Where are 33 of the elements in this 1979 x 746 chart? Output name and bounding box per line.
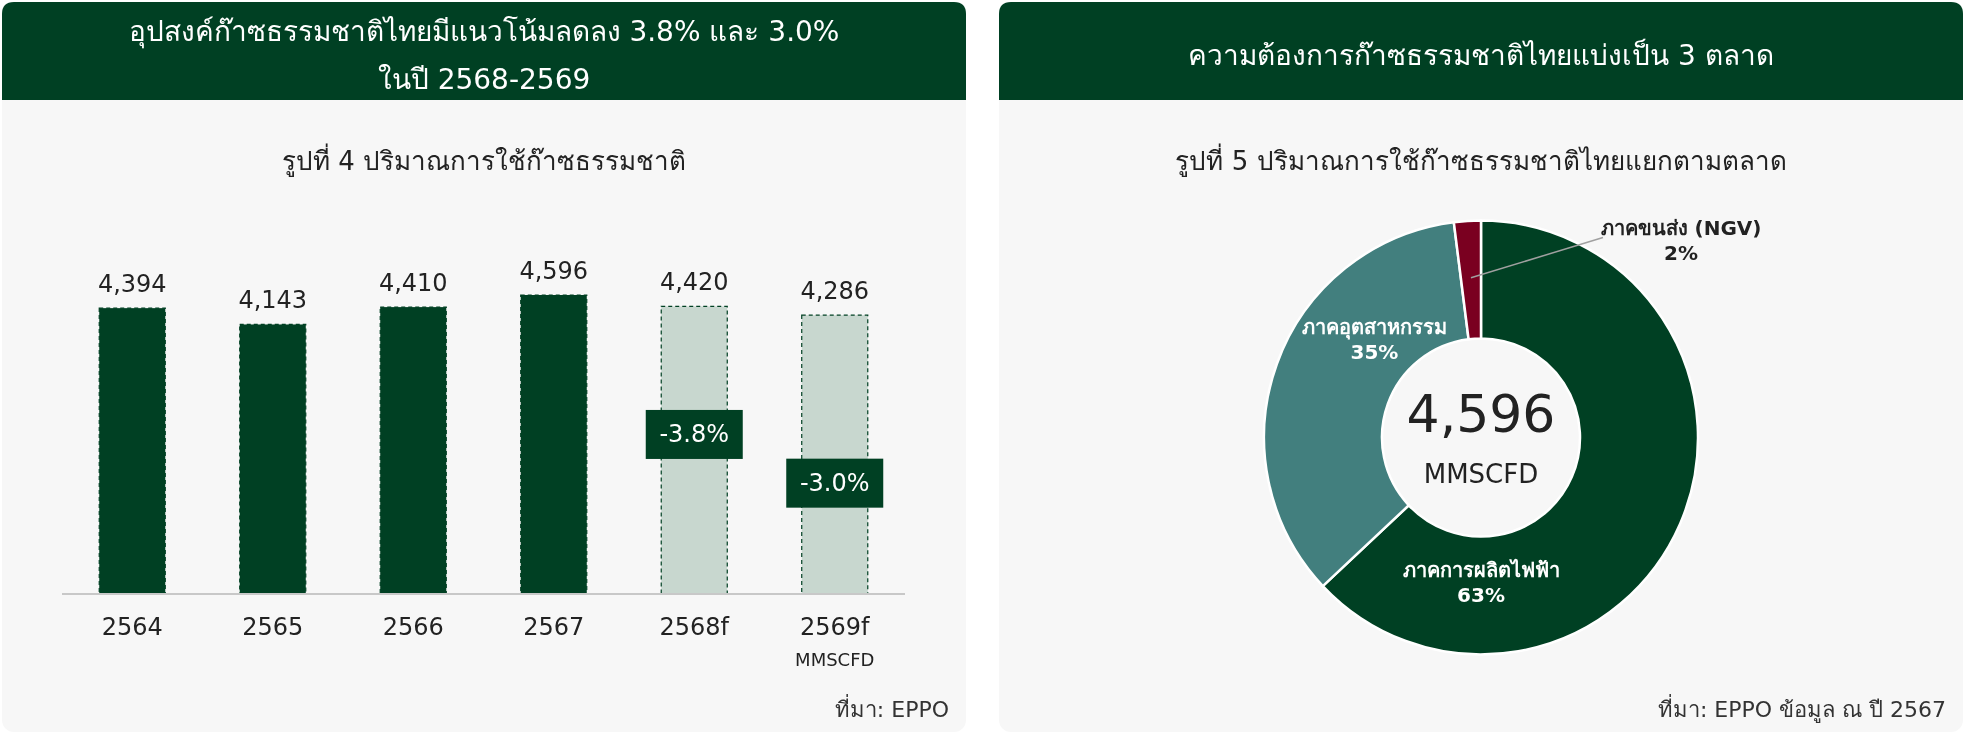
text: ที่มา: EPPO ข้อมูล ณ ปี 2567: [1657, 693, 1946, 723]
bar: [239, 323, 307, 595]
data-label: 63%: [1457, 583, 1505, 607]
x-tick-label: 2568f: [659, 613, 730, 641]
data-label: 4,143: [238, 286, 308, 315]
text: 4,596: [1406, 383, 1556, 444]
slice-label: ภาคขนส่ง (NGV): [1600, 215, 1762, 240]
x-tick-label: 2567: [523, 613, 585, 641]
bar: [98, 307, 166, 595]
x-tick-label: 2564: [101, 613, 163, 641]
chart-subtitle: รูปที่ 4 ปริมาณการใช้ก๊าซธรรมชาติ: [281, 143, 687, 177]
data-label: 4,410: [378, 269, 448, 298]
x-tick-label: 2566: [382, 613, 444, 641]
data-label: 4,286: [800, 277, 870, 306]
text: ที่มา: EPPO: [834, 693, 949, 722]
bar: [520, 294, 588, 595]
slice-label: ภาคอุตสาหกรรม: [1301, 314, 1447, 340]
text: MMSCFD: [795, 648, 875, 670]
data-label: 4,596: [519, 257, 589, 285]
data-label: 4,394: [97, 270, 167, 299]
data-label: 35%: [1350, 339, 1399, 364]
x-tick-label: 2565: [242, 613, 304, 641]
data-label: 4,420: [659, 268, 729, 297]
chart-subtitle: รูปที่ 5 ปริมาณการใช้ก๊าซธรรมชาติไทยแยกตามตลาด: [1175, 143, 1787, 177]
annotation: -3.8%: [659, 420, 730, 449]
chart-title: อุปสงค์ก๊าซธรรมชาติไทยมีแนวโน้มลดลง 3.8% และ 3.0% ในปี 2568-2569: [128, 14, 840, 96]
chart-title: ความต้องการก๊าซธรรมชาติไทยแบ่งเป็น 3 ตลาด: [1188, 37, 1774, 72]
bar: [379, 306, 447, 595]
x-tick-label: 2569f: [799, 613, 871, 641]
slice-label: ภาคการผลิตไฟฟ้า: [1402, 558, 1560, 582]
text: MMSCFD: [1423, 459, 1539, 489]
annotation: -3.0%: [799, 469, 870, 498]
data-label: 2%: [1664, 240, 1698, 265]
